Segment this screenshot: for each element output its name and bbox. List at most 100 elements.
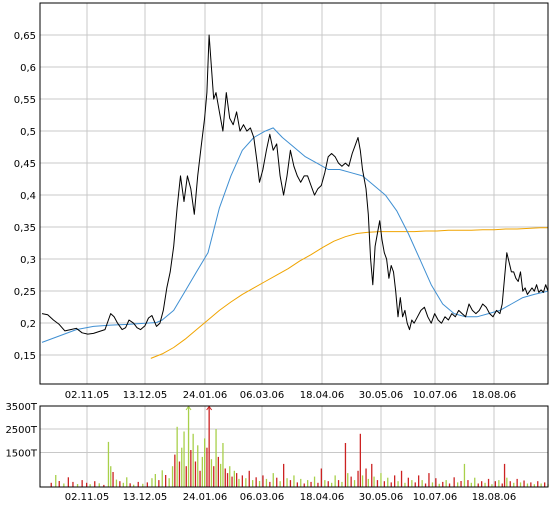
volume-bar <box>376 480 379 487</box>
volume-bar <box>220 463 222 487</box>
volume-bar <box>115 479 118 487</box>
volume-bar <box>67 477 69 487</box>
price-x-tick-label: 30.05.06 <box>359 390 404 401</box>
volume-bar <box>397 481 399 487</box>
volume-bar <box>158 480 160 487</box>
volume-bar <box>300 478 302 487</box>
volume-x-tick-labels: 02.11.05 13.12.05 24.01.06 06.03.06 18.04.06… <box>65 492 517 503</box>
volume-bar <box>98 483 100 487</box>
volume-bar <box>463 463 466 487</box>
volume-bar <box>217 456 219 487</box>
volume-bar <box>226 473 229 487</box>
volume-bar <box>258 481 261 487</box>
volume-bar <box>424 483 427 487</box>
volume-bars <box>50 405 549 487</box>
volume-bar <box>50 482 52 487</box>
price-x-tick-label: 24.01.06 <box>183 390 228 401</box>
volume-bar <box>359 433 361 487</box>
volume-panel: 1500T 2500T 3500T 02.11.05 13.12.05 24.01.06… <box>5 402 549 503</box>
volume-y-tick-label: 2500T <box>5 425 37 436</box>
volume-bar <box>233 470 235 487</box>
volume-bar <box>331 482 333 487</box>
volume-bar <box>509 481 511 487</box>
volume-bar <box>265 478 268 487</box>
price-x-tick-label: 02.11.05 <box>65 390 110 401</box>
volume-bar <box>137 481 139 487</box>
volume-bar <box>210 459 213 487</box>
volume-bar <box>86 482 88 487</box>
volume-bar <box>293 475 295 487</box>
volume-x-tick-label: 02.11.05 <box>65 492 110 503</box>
volume-bar <box>201 456 203 487</box>
volume-bar <box>523 480 525 487</box>
price-x-tick-label: 06.03.06 <box>240 390 285 401</box>
volume-bar <box>526 483 529 487</box>
volume-bar <box>307 480 309 487</box>
volume-bar <box>487 478 490 487</box>
volume-bar <box>112 472 114 487</box>
volume-bar <box>94 481 96 487</box>
volume-bar <box>107 441 110 487</box>
series-line-ma-long <box>150 227 548 359</box>
volume-bar <box>183 431 185 487</box>
volume-bar <box>151 478 153 487</box>
volume-bar <box>296 482 298 487</box>
volume-bar <box>303 483 305 487</box>
volume-bar <box>513 482 515 487</box>
volume-bar <box>350 476 352 487</box>
volume-bar <box>248 470 250 487</box>
volume-bar <box>252 480 254 487</box>
volume-bar <box>229 466 231 487</box>
price-y-tick-labels: 0,15 0,2 0,25 0,3 0,35 0,4 0,45 0,5 0,55 0,6 0,65 <box>14 31 36 362</box>
price-grid <box>40 3 548 384</box>
volume-x-tick-label: 06.03.06 <box>240 492 285 503</box>
volume-bar <box>276 477 278 487</box>
volume-bar <box>310 481 312 487</box>
volume-bar <box>213 466 215 487</box>
volume-bar <box>421 480 423 487</box>
price-panel: 0,150,20,250,30,350,40,450,50,550,60,65 … <box>14 2 549 401</box>
volume-bar <box>411 480 413 487</box>
volume-bar <box>337 480 340 487</box>
price-panel-frame <box>39 2 549 385</box>
volume-bar <box>283 463 285 487</box>
volume-bar <box>142 483 144 487</box>
volume-x-tick-label: 24.01.06 <box>183 492 228 503</box>
volume-bar <box>516 478 518 487</box>
volume-x-tick-label: 18.04.06 <box>300 492 345 503</box>
volume-bar <box>435 478 437 487</box>
volume-bar <box>272 473 274 487</box>
volume-bar <box>190 450 192 487</box>
price-x-tick-label: 10.07.06 <box>413 390 458 401</box>
volume-bar <box>279 481 281 487</box>
volume-bar <box>460 481 462 487</box>
volume-bar <box>110 466 112 487</box>
volume-bar <box>394 475 396 487</box>
volume-bar <box>383 481 385 487</box>
volume-bar <box>387 477 389 487</box>
volume-bar <box>494 481 496 487</box>
volume-bar <box>286 478 288 487</box>
price-y-tick-label: 0,35 <box>14 223 36 234</box>
volume-bar <box>533 484 535 487</box>
volume-bar <box>126 477 128 487</box>
price-x-tick-labels: 02.11.05 13.12.05 24.01.06 06.03.06 18.04.06… <box>65 390 517 401</box>
volume-bar <box>380 473 382 487</box>
volume-bar <box>146 482 148 487</box>
volume-bar <box>224 468 226 487</box>
volume-bar <box>544 482 546 487</box>
price-y-tick-label: 0,55 <box>14 95 36 106</box>
volume-bar <box>204 438 206 487</box>
volume-bar <box>199 470 201 487</box>
price-x-tick-label: 18.04.06 <box>300 390 345 401</box>
volume-bar <box>165 475 167 487</box>
volume-bar <box>537 481 539 487</box>
price-y-tick-label: 0,65 <box>14 31 36 42</box>
volume-bar <box>371 463 373 487</box>
volume-bar <box>448 483 451 487</box>
volume-bar <box>404 482 406 487</box>
price-y-tick-label: 0,15 <box>14 351 36 362</box>
volume-bar <box>474 477 476 487</box>
price-y-tick-label: 0,6 <box>20 63 36 74</box>
